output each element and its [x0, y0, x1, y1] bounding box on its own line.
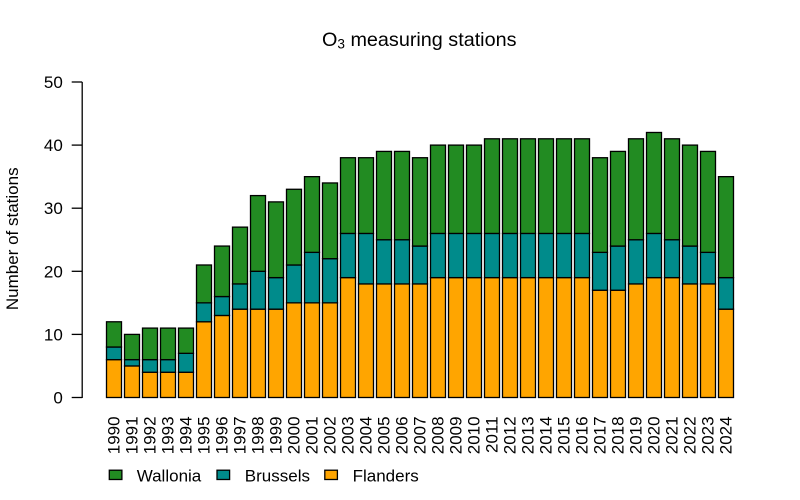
- svg-text:2023: 2023: [699, 416, 718, 454]
- svg-text:2011: 2011: [483, 416, 502, 453]
- svg-text:1990: 1990: [105, 416, 124, 454]
- svg-text:2019: 2019: [627, 416, 646, 454]
- svg-text:2012: 2012: [501, 416, 520, 454]
- svg-text:2010: 2010: [465, 416, 484, 454]
- svg-text:1996: 1996: [213, 416, 232, 454]
- svg-text:10: 10: [44, 325, 63, 344]
- svg-text:2001: 2001: [303, 416, 322, 454]
- svg-text:50: 50: [44, 73, 63, 92]
- svg-text:2018: 2018: [609, 416, 628, 454]
- svg-text:1999: 1999: [267, 416, 286, 454]
- svg-text:1993: 1993: [159, 416, 178, 454]
- svg-text:2006: 2006: [393, 416, 412, 454]
- svg-text:20: 20: [44, 262, 63, 281]
- svg-text:Wallonia: Wallonia: [137, 466, 202, 485]
- svg-text:2008: 2008: [429, 416, 448, 454]
- svg-text:2009: 2009: [447, 416, 466, 454]
- svg-text:2020: 2020: [645, 416, 664, 454]
- svg-text:2016: 2016: [573, 416, 592, 454]
- svg-text:2007: 2007: [411, 416, 430, 454]
- svg-text:2022: 2022: [681, 416, 700, 454]
- svg-text:2002: 2002: [321, 416, 340, 454]
- svg-text:0: 0: [53, 389, 62, 408]
- svg-text:2000: 2000: [285, 416, 304, 454]
- svg-text:Brussels: Brussels: [245, 466, 310, 485]
- svg-text:40: 40: [44, 136, 63, 155]
- svg-text:2013: 2013: [519, 416, 538, 454]
- svg-text:2015: 2015: [555, 416, 574, 454]
- svg-text:1997: 1997: [231, 416, 250, 454]
- svg-text:2024: 2024: [717, 416, 736, 454]
- svg-text:O3 measuring stations: O3 measuring stations: [322, 29, 517, 51]
- svg-text:Flanders: Flanders: [353, 466, 419, 485]
- svg-text:2014: 2014: [537, 416, 556, 454]
- svg-text:1995: 1995: [195, 416, 214, 454]
- svg-text:1994: 1994: [177, 416, 196, 454]
- svg-text:2003: 2003: [339, 416, 358, 454]
- svg-text:2021: 2021: [663, 416, 682, 454]
- svg-text:1991: 1991: [123, 416, 142, 454]
- svg-text:1992: 1992: [141, 416, 160, 454]
- svg-text:30: 30: [44, 199, 63, 218]
- svg-text:Number of stations: Number of stations: [3, 167, 22, 310]
- svg-text:2005: 2005: [375, 416, 394, 454]
- svg-text:1998: 1998: [249, 416, 268, 454]
- svg-text:2017: 2017: [591, 416, 610, 454]
- svg-text:2004: 2004: [357, 416, 376, 454]
